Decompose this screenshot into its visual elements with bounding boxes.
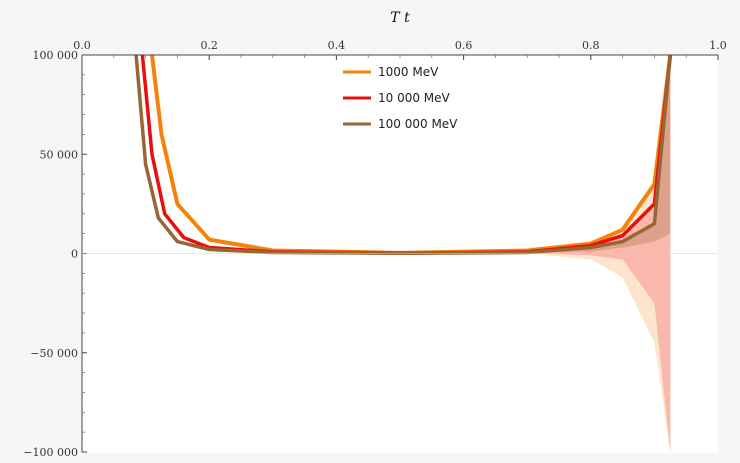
x-axis-title: T t xyxy=(390,10,410,26)
x-tick-label: 0.6 xyxy=(455,39,473,52)
x-tick-label: 0.2 xyxy=(200,39,218,52)
y-tick-label: 0 xyxy=(71,248,78,261)
y-tick-label: 100 000 xyxy=(33,49,79,62)
legend: 1000 MeV 10 000 MeV 100 000 MeV xyxy=(343,65,458,131)
y-tick-label: −50 000 xyxy=(30,347,78,360)
axes: 0.0 0.2 0.4 0.6 0.8 1.0 100 000 50 000 0 −50 000 −… xyxy=(23,39,726,459)
x-tick-label: 0.4 xyxy=(328,39,346,52)
series-lines xyxy=(134,54,673,256)
legend-label: 1000 MeV xyxy=(378,65,439,79)
y-tick-label: −100 000 xyxy=(23,446,78,459)
x-tick-label: 1.0 xyxy=(709,39,727,52)
legend-label: 100 000 MeV xyxy=(378,117,458,131)
line-series-3 xyxy=(134,54,673,256)
x-tick-label: 0.0 xyxy=(73,39,91,52)
y-tick-label: 50 000 xyxy=(40,148,79,161)
x-tick-label: 0.8 xyxy=(582,39,600,52)
legend-label: 10 000 MeV xyxy=(378,91,451,105)
